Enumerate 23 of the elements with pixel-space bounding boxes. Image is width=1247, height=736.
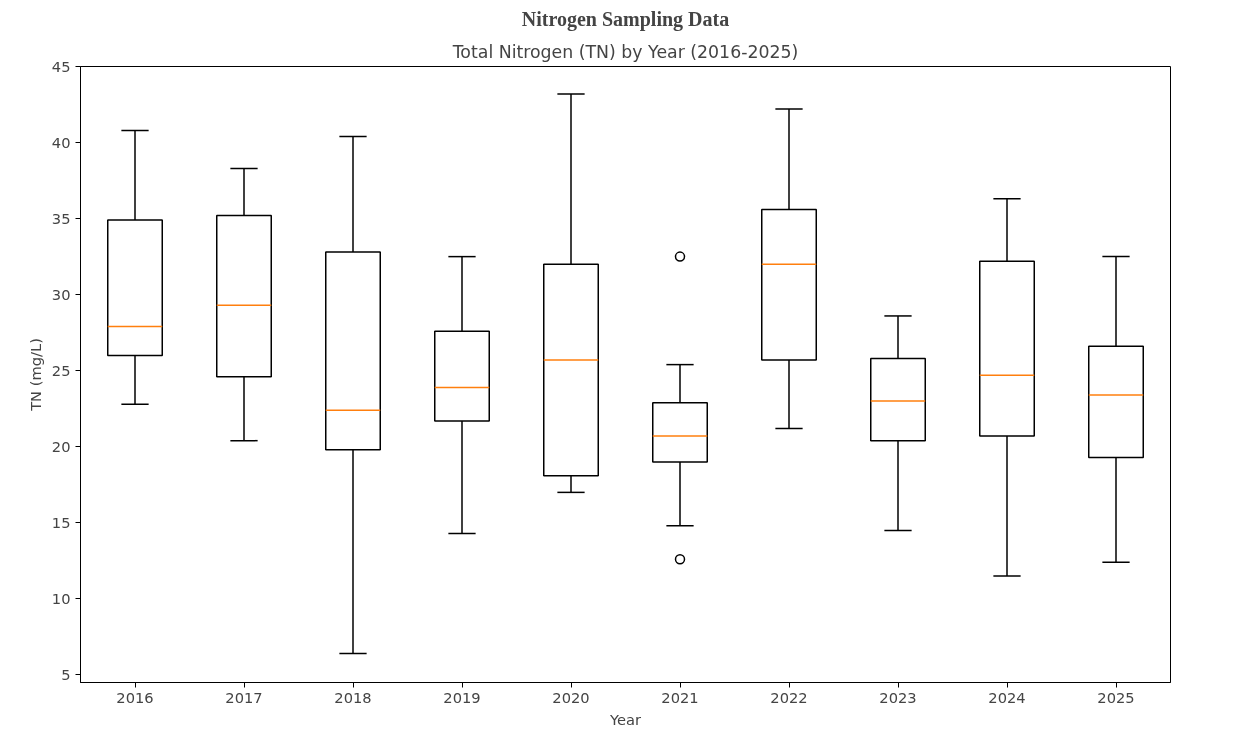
y-tick-label: 10 [51, 589, 71, 607]
chart-subtitle: Total Nitrogen (TN) by Year (2016-2025) [451, 41, 799, 62]
y-tick-label: 40 [51, 133, 71, 151]
x-tick-label: 2020 [552, 688, 590, 706]
x-tick-label: 2025 [1097, 688, 1135, 706]
x-tick-label: 2016 [116, 688, 154, 706]
x-tick-label: 2019 [443, 688, 481, 706]
y-axis-title: TN (mg/L) [26, 338, 44, 412]
x-tick-label: 2024 [988, 688, 1026, 706]
x-tick-label: 2023 [879, 688, 917, 706]
x-tick-label: 2021 [661, 688, 699, 706]
y-tick-label: 20 [51, 437, 71, 455]
y-tick-label: 5 [61, 665, 71, 683]
y-tick-label: 15 [51, 513, 71, 531]
x-tick-label: 2017 [225, 688, 263, 706]
x-tick-label: 2022 [770, 688, 808, 706]
x-tick-label: 2018 [334, 688, 372, 706]
x-axis-title: Year [608, 710, 642, 728]
y-tick-label: 35 [51, 209, 71, 227]
y-tick-label: 30 [51, 285, 71, 303]
chart-title: Nitrogen Sampling Data [521, 7, 730, 31]
y-tick-label: 25 [51, 361, 71, 379]
y-tick-label: 45 [51, 57, 71, 75]
